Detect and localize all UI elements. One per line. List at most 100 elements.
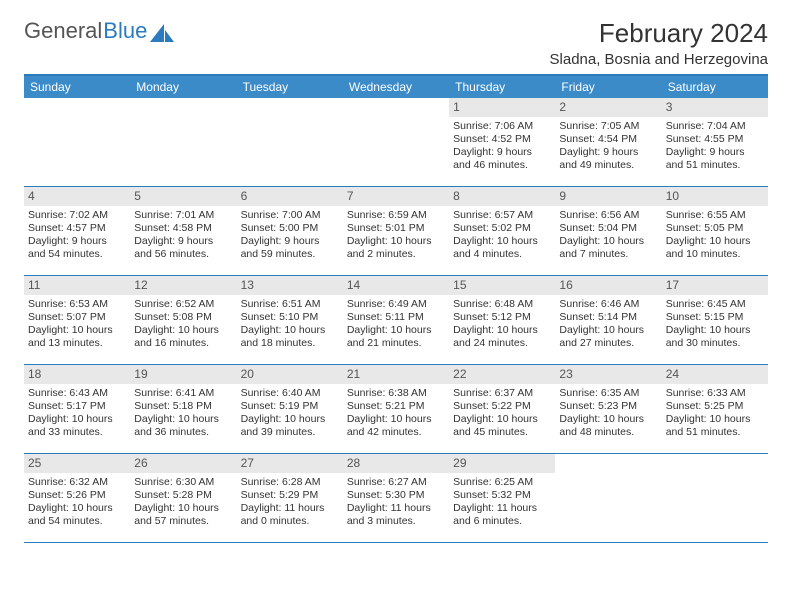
day-ss: Sunset: 4:54 PM	[559, 133, 657, 146]
day-cell: 22 Sunrise: 6:37 AMSunset: 5:22 PMDayligh…	[449, 365, 555, 453]
day-cell: 28Sunrise: 6:27 AMSunset: 5:30 PMDayligh…	[343, 454, 449, 542]
day-cell: 4Sunrise: 7:02 AMSunset: 4:57 PMDaylight…	[24, 187, 130, 275]
day-dl: Daylight: 9 hours and 49 minutes.	[559, 146, 657, 172]
day-cell: 29Sunrise: 6:25 AMSunset: 5:32 PMDayligh…	[449, 454, 555, 542]
day-ss: Sunset: 5:11 PM	[347, 311, 445, 324]
day-cell	[237, 98, 343, 186]
day-number: 21	[343, 365, 449, 384]
day-sr: Sunrise: 6:32 AM	[28, 476, 126, 489]
day-cell: 6Sunrise: 7:00 AMSunset: 5:00 PMDaylight…	[237, 187, 343, 275]
day-cell: 2 Sunrise: 7:05 AMSunset: 4:54 PMDaylight…	[555, 98, 661, 186]
day-sr: Sunrise: 6:25 AM	[453, 476, 551, 489]
day-dl: Daylight: 10 hours and 45 minutes.	[453, 413, 551, 439]
day-number: 8	[449, 187, 555, 206]
day-cell: 9Sunrise: 6:56 AMSunset: 5:04 PMDaylight…	[555, 187, 661, 275]
day-number: 10	[662, 187, 768, 206]
day-cell: 18Sunrise: 6:43 AMSunset: 5:17 PMDayligh…	[24, 365, 130, 453]
day-cell: 12Sunrise: 6:52 AMSunset: 5:08 PMDayligh…	[130, 276, 236, 364]
day-cell: 26Sunrise: 6:30 AMSunset: 5:28 PMDayligh…	[130, 454, 236, 542]
day-ss: Sunset: 5:02 PM	[453, 222, 551, 235]
day-dl: Daylight: 10 hours and 2 minutes.	[347, 235, 445, 261]
logo: GeneralBlue	[24, 18, 176, 44]
day-cell: 13Sunrise: 6:51 AMSunset: 5:10 PMDayligh…	[237, 276, 343, 364]
dayhead-sat: Saturday	[662, 76, 768, 98]
day-dl: Daylight: 10 hours and 30 minutes.	[666, 324, 764, 350]
day-cell: 3Sunrise: 7:04 AMSunset: 4:55 PMDaylight…	[662, 98, 768, 186]
day-cell: 10Sunrise: 6:55 AMSunset: 5:05 PMDayligh…	[662, 187, 768, 275]
day-sr: Sunrise: 6:40 AM	[241, 387, 339, 400]
day-cell: 24Sunrise: 6:33 AMSunset: 5:25 PMDayligh…	[662, 365, 768, 453]
day-number: 25	[24, 454, 130, 473]
day-number: 23	[555, 365, 661, 384]
day-sr: Sunrise: 6:52 AM	[134, 298, 232, 311]
day-number: 11	[24, 276, 130, 295]
week-row: 11Sunrise: 6:53 AMSunset: 5:07 PMDayligh…	[24, 276, 768, 365]
day-dl: Daylight: 10 hours and 54 minutes.	[28, 502, 126, 528]
day-headers: Sunday Monday Tuesday Wednesday Thursday…	[24, 76, 768, 98]
day-cell	[662, 454, 768, 542]
day-number: 28	[343, 454, 449, 473]
day-sr: Sunrise: 7:05 AM	[559, 120, 657, 133]
day-cell	[24, 98, 130, 186]
week-row: 1Sunrise: 7:06 AMSunset: 4:52 PMDaylight…	[24, 98, 768, 187]
day-number: 24	[662, 365, 768, 384]
day-number: 17	[662, 276, 768, 295]
day-ss: Sunset: 5:29 PM	[241, 489, 339, 502]
day-number: 16	[555, 276, 661, 295]
day-dl: Daylight: 10 hours and 18 minutes.	[241, 324, 339, 350]
day-cell: 19Sunrise: 6:41 AMSunset: 5:18 PMDayligh…	[130, 365, 236, 453]
day-number: 22	[449, 365, 555, 384]
day-cell: 8Sunrise: 6:57 AMSunset: 5:02 PMDaylight…	[449, 187, 555, 275]
day-sr: Sunrise: 7:06 AM	[453, 120, 551, 133]
location: Sladna, Bosnia and Herzegovina	[550, 51, 768, 68]
day-ss: Sunset: 5:25 PM	[666, 400, 764, 413]
logo-text-1: General	[24, 18, 102, 44]
dayhead-tue: Tuesday	[237, 76, 343, 98]
day-dl: Daylight: 10 hours and 48 minutes.	[559, 413, 657, 439]
day-number: 4	[24, 187, 130, 206]
dayhead-fri: Friday	[555, 76, 661, 98]
day-ss: Sunset: 5:00 PM	[241, 222, 339, 235]
day-cell: 5Sunrise: 7:01 AMSunset: 4:58 PMDaylight…	[130, 187, 236, 275]
day-dl: Daylight: 10 hours and 27 minutes.	[559, 324, 657, 350]
day-sr: Sunrise: 6:41 AM	[134, 387, 232, 400]
day-dl: Daylight: 11 hours and 3 minutes.	[347, 502, 445, 528]
day-cell: 14Sunrise: 6:49 AMSunset: 5:11 PMDayligh…	[343, 276, 449, 364]
day-number: 5	[130, 187, 236, 206]
day-dl: Daylight: 10 hours and 16 minutes.	[134, 324, 232, 350]
day-ss: Sunset: 5:32 PM	[453, 489, 551, 502]
day-dl: Daylight: 10 hours and 24 minutes.	[453, 324, 551, 350]
day-sr: Sunrise: 6:27 AM	[347, 476, 445, 489]
day-ss: Sunset: 5:22 PM	[453, 400, 551, 413]
title-block: February 2024 Sladna, Bosnia and Herzego…	[550, 18, 768, 68]
day-ss: Sunset: 5:19 PM	[241, 400, 339, 413]
day-ss: Sunset: 5:01 PM	[347, 222, 445, 235]
dayhead-sun: Sunday	[24, 76, 130, 98]
day-dl: Daylight: 10 hours and 33 minutes.	[28, 413, 126, 439]
day-sr: Sunrise: 7:01 AM	[134, 209, 232, 222]
day-number: 2	[555, 98, 661, 117]
day-ss: Sunset: 5:23 PM	[559, 400, 657, 413]
day-ss: Sunset: 5:04 PM	[559, 222, 657, 235]
calendar: Sunday Monday Tuesday Wednesday Thursday…	[24, 74, 768, 543]
day-ss: Sunset: 5:07 PM	[28, 311, 126, 324]
day-number: 12	[130, 276, 236, 295]
day-dl: Daylight: 10 hours and 21 minutes.	[347, 324, 445, 350]
day-sr: Sunrise: 6:35 AM	[559, 387, 657, 400]
day-cell: 1Sunrise: 7:06 AMSunset: 4:52 PMDaylight…	[449, 98, 555, 186]
day-sr: Sunrise: 6:30 AM	[134, 476, 232, 489]
day-dl: Daylight: 10 hours and 51 minutes.	[666, 413, 764, 439]
day-sr: Sunrise: 7:04 AM	[666, 120, 764, 133]
day-ss: Sunset: 5:10 PM	[241, 311, 339, 324]
day-number: 1	[449, 98, 555, 117]
day-number: 19	[130, 365, 236, 384]
dayhead-wed: Wednesday	[343, 76, 449, 98]
day-cell: 16Sunrise: 6:46 AMSunset: 5:14 PMDayligh…	[555, 276, 661, 364]
day-cell: 20Sunrise: 6:40 AMSunset: 5:19 PMDayligh…	[237, 365, 343, 453]
day-sr: Sunrise: 6:51 AM	[241, 298, 339, 311]
day-number: 6	[237, 187, 343, 206]
day-ss: Sunset: 5:12 PM	[453, 311, 551, 324]
day-sr: Sunrise: 6:37 AM	[453, 387, 551, 400]
day-ss: Sunset: 5:14 PM	[559, 311, 657, 324]
dayhead-thu: Thursday	[449, 76, 555, 98]
